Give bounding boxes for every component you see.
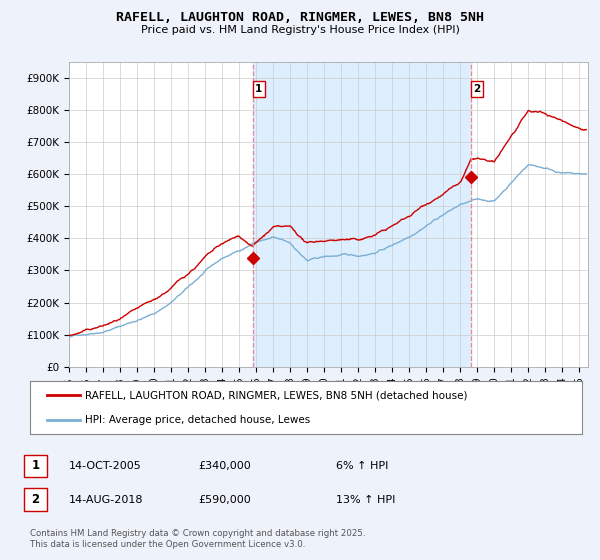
Text: HPI: Average price, detached house, Lewes: HPI: Average price, detached house, Lewe… [85,414,310,424]
Text: RAFELL, LAUGHTON ROAD, RINGMER, LEWES, BN8 5NH (detached house): RAFELL, LAUGHTON ROAD, RINGMER, LEWES, B… [85,390,468,400]
Text: Contains HM Land Registry data © Crown copyright and database right 2025.
This d: Contains HM Land Registry data © Crown c… [30,529,365,549]
Text: 1: 1 [31,459,40,473]
Text: Price paid vs. HM Land Registry's House Price Index (HPI): Price paid vs. HM Land Registry's House … [140,25,460,35]
Text: 13% ↑ HPI: 13% ↑ HPI [336,494,395,505]
Text: RAFELL, LAUGHTON ROAD, RINGMER, LEWES, BN8 5NH: RAFELL, LAUGHTON ROAD, RINGMER, LEWES, B… [116,11,484,24]
Text: 2: 2 [31,493,40,506]
Bar [253,62,471,367]
Text: 1: 1 [255,84,262,94]
Text: £590,000: £590,000 [198,494,251,505]
Text: 14-OCT-2005: 14-OCT-2005 [69,461,142,471]
Text: 2: 2 [473,84,481,94]
Text: £340,000: £340,000 [198,461,251,471]
Text: 6% ↑ HPI: 6% ↑ HPI [336,461,388,471]
Text: 14-AUG-2018: 14-AUG-2018 [69,494,143,505]
